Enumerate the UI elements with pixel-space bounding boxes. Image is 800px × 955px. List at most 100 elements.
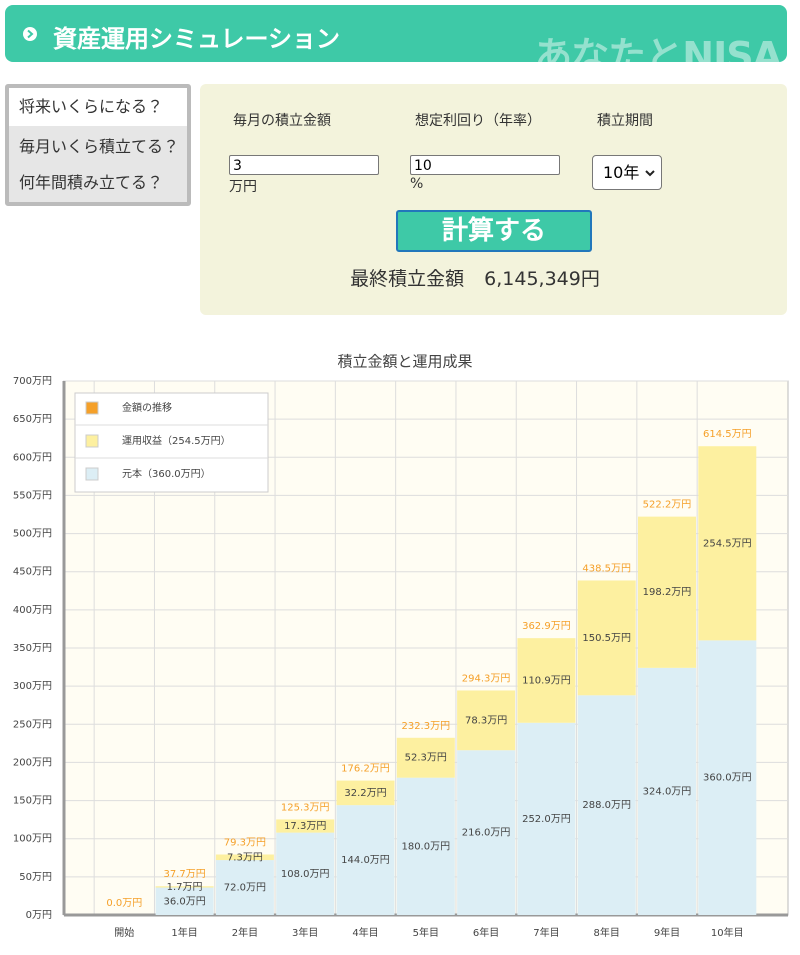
x-tick-label: 3年目	[292, 926, 318, 939]
menu: 将来いくらになる？ 毎月いくら積立てる？ 何年間積み立てる？	[5, 84, 191, 206]
legend-swatch	[85, 467, 99, 481]
bar-segment	[517, 638, 576, 723]
calculate-button[interactable]: 計算する	[396, 210, 592, 252]
value-label: 108.0万円	[281, 869, 330, 880]
y-tick-label: 300万円	[13, 681, 52, 692]
result-value: 6,145,349円	[484, 268, 600, 290]
legend-swatch	[85, 401, 99, 415]
bar-segment	[638, 516, 696, 668]
x-tick-label: 5年目	[413, 926, 439, 939]
field-label: 毎月の積立金額	[233, 113, 331, 129]
total-label: 614.5万円	[703, 429, 752, 440]
menu-item[interactable]: 何年間積み立てる？	[19, 173, 164, 192]
bar-segment	[276, 832, 335, 915]
bar-segment	[215, 854, 274, 861]
form-panel	[200, 84, 787, 315]
result-label: 最終積立金額	[350, 268, 465, 290]
value-label: 252.0万円	[522, 814, 571, 825]
value-label: 1.7万円	[167, 882, 203, 893]
legend-label: 元本（360.0万円）	[122, 467, 211, 480]
bar-segment	[638, 667, 696, 915]
y-tick-label: 0万円	[26, 910, 52, 921]
y-tick-label: 700万円	[13, 376, 52, 387]
value-label: 216.0万円	[462, 828, 511, 839]
text-input[interactable]: 10	[410, 155, 560, 175]
legend-box	[74, 392, 269, 493]
total-label: 125.3万円	[281, 802, 330, 813]
total-label: 362.9万円	[522, 621, 571, 632]
field-label: 想定利回り（年率）	[415, 113, 541, 129]
x-tick-label: 7年目	[533, 926, 559, 939]
x-tick-label: 9年目	[654, 926, 680, 939]
value-label: 288.0万円	[582, 800, 631, 811]
bar-segment	[396, 737, 455, 778]
legend-swatch	[85, 434, 99, 448]
select[interactable]: 10年	[592, 155, 662, 190]
bar-segment	[336, 780, 395, 806]
bar-segment	[276, 819, 335, 833]
x-tick-label: 2年目	[232, 926, 258, 939]
bar-segment	[517, 722, 576, 915]
value-label: 7.3万円	[227, 852, 263, 863]
total-label: 294.3万円	[462, 673, 511, 684]
select-value: 10年	[603, 163, 640, 182]
header: 資産運用シミュレーション あなたとNISA	[5, 5, 787, 78]
y-tick-label: 450万円	[13, 567, 52, 578]
header-title: 資産運用シミュレーション	[53, 25, 341, 53]
x-tick-label: 開始	[114, 926, 134, 939]
total-label: 37.7万円	[163, 869, 205, 880]
bar-segment	[155, 887, 214, 915]
value-label: 180.0万円	[401, 841, 450, 852]
chart-title: 積立金額と運用成果	[337, 353, 472, 371]
legend-label: 金額の推移	[122, 401, 172, 414]
bar-segment	[698, 640, 757, 915]
menu-item[interactable]: 将来いくらになる？	[9, 88, 187, 126]
y-tick-label: 50万円	[19, 872, 52, 883]
menu-item[interactable]: 毎月いくら積立てる？	[19, 137, 180, 156]
x-tick-label: 6年目	[473, 926, 499, 939]
value-label: 150.5万円	[582, 633, 631, 644]
x-tick-label: 4年目	[352, 926, 378, 939]
value-label: 32.2万円	[344, 788, 386, 799]
bar-segment	[577, 580, 636, 696]
total-label: 0.0万円	[106, 898, 142, 909]
y-tick-label: 100万円	[13, 834, 52, 845]
x-tick-label: 8年目	[594, 926, 620, 939]
total-label: 438.5万円	[582, 563, 631, 574]
y-tick-label: 500万円	[13, 529, 52, 540]
value-label: 198.2万円	[643, 587, 692, 598]
bar-segment	[215, 860, 274, 915]
value-label: 254.5万円	[703, 538, 752, 549]
total-label: 176.2万円	[341, 764, 390, 775]
y-tick-label: 600万円	[13, 452, 52, 463]
value-label: 360.0万円	[703, 773, 752, 784]
result: 最終積立金額 6,145,349円	[200, 264, 750, 291]
value-label: 324.0万円	[643, 786, 692, 797]
y-tick-label: 650万円	[13, 414, 52, 425]
y-tick-label: 150万円	[13, 796, 52, 807]
bar-segment	[577, 695, 636, 915]
legend-label: 運用収益（254.5万円）	[122, 434, 231, 447]
total-label: 522.2万円	[643, 500, 692, 511]
y-tick-label: 400万円	[13, 605, 52, 616]
bar-segment	[155, 886, 214, 888]
y-tick-label: 200万円	[13, 757, 52, 768]
value-label: 144.0万円	[341, 855, 390, 866]
y-tick-label: 350万円	[13, 643, 52, 654]
value-label: 17.3万円	[284, 821, 326, 832]
bar-segment	[457, 690, 516, 751]
text-input[interactable]: 3	[229, 155, 379, 175]
chevron	[645, 170, 655, 177]
bar-segment	[698, 446, 757, 641]
value-label: 110.9万円	[522, 675, 571, 686]
bar-segment	[457, 750, 516, 915]
logo: あなたとNISA	[534, 34, 782, 78]
total-label: 232.3万円	[401, 721, 450, 732]
y-tick-label: 250万円	[13, 719, 52, 730]
total-label: 79.3万円	[224, 838, 266, 849]
bar-segment	[336, 805, 395, 915]
field-label: 積立期間	[597, 113, 653, 129]
y-tick-label: 550万円	[13, 490, 52, 501]
unit: %	[410, 176, 424, 192]
